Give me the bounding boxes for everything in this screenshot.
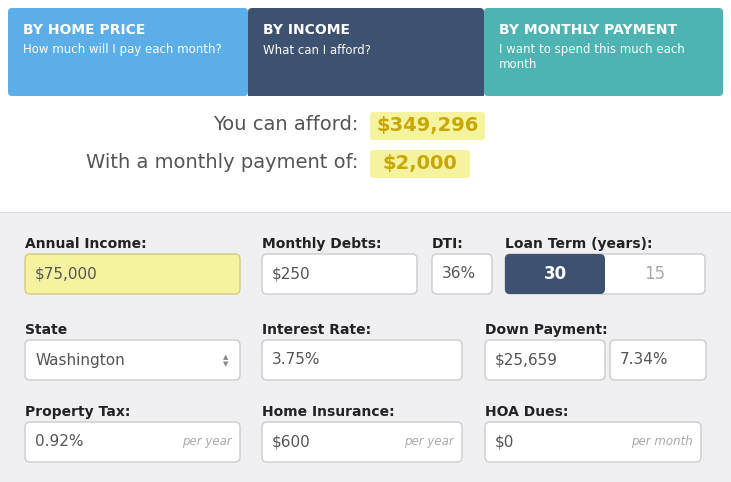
Text: BY MONTHLY PAYMENT: BY MONTHLY PAYMENT (499, 23, 677, 37)
FancyBboxPatch shape (262, 254, 417, 294)
Text: With a monthly payment of:: With a monthly payment of: (86, 153, 365, 173)
FancyBboxPatch shape (25, 254, 240, 294)
Text: State: State (25, 323, 67, 337)
Text: 30: 30 (543, 265, 567, 283)
Text: $349,296: $349,296 (376, 117, 479, 135)
FancyBboxPatch shape (485, 422, 701, 462)
Bar (0, 212, 731, 213)
Text: You can afford:: You can afford: (213, 116, 365, 134)
FancyBboxPatch shape (25, 422, 240, 462)
Text: I want to spend this much each: I want to spend this much each (499, 43, 685, 56)
Bar (248, 96, 484, 106)
Text: $600: $600 (272, 434, 311, 450)
Text: 7.34%: 7.34% (620, 352, 669, 367)
Text: 36%: 36% (442, 267, 476, 281)
Text: Interest Rate:: Interest Rate: (262, 323, 371, 337)
FancyBboxPatch shape (505, 254, 605, 294)
FancyBboxPatch shape (248, 8, 484, 106)
Text: $75,000: $75,000 (35, 267, 98, 281)
FancyBboxPatch shape (505, 254, 705, 294)
FancyBboxPatch shape (370, 150, 470, 178)
Text: 0.92%: 0.92% (35, 434, 83, 450)
FancyBboxPatch shape (370, 112, 485, 140)
Text: $250: $250 (272, 267, 311, 281)
FancyBboxPatch shape (25, 340, 240, 380)
Text: HOA Dues:: HOA Dues: (485, 405, 569, 419)
FancyBboxPatch shape (8, 8, 248, 96)
Text: Down Payment:: Down Payment: (485, 323, 607, 337)
Text: How much will I pay each month?: How much will I pay each month? (23, 43, 221, 56)
FancyBboxPatch shape (432, 254, 492, 294)
Text: Monthly Debts:: Monthly Debts: (262, 237, 382, 251)
Text: per year: per year (182, 436, 232, 448)
Text: DTI:: DTI: (432, 237, 463, 251)
FancyBboxPatch shape (484, 8, 723, 96)
Text: $0: $0 (495, 434, 515, 450)
Text: per month: per month (632, 436, 693, 448)
Text: per year: per year (404, 436, 454, 448)
Text: Property Tax:: Property Tax: (25, 405, 130, 419)
Text: BY INCOME: BY INCOME (263, 23, 350, 37)
Text: ▼: ▼ (223, 361, 229, 367)
FancyBboxPatch shape (610, 340, 706, 380)
Text: 15: 15 (645, 265, 665, 283)
Text: Washington: Washington (35, 352, 125, 367)
Text: 3.75%: 3.75% (272, 352, 320, 367)
Text: Loan Term (years):: Loan Term (years): (505, 237, 653, 251)
FancyBboxPatch shape (262, 340, 462, 380)
Text: Home Insurance:: Home Insurance: (262, 405, 395, 419)
Text: $25,659: $25,659 (495, 352, 558, 367)
FancyBboxPatch shape (262, 422, 462, 462)
Bar (0, 212, 731, 482)
Text: month: month (499, 58, 537, 71)
Text: ▲: ▲ (223, 354, 229, 360)
Text: BY HOME PRICE: BY HOME PRICE (23, 23, 145, 37)
FancyBboxPatch shape (485, 340, 605, 380)
Text: $2,000: $2,000 (382, 155, 458, 174)
Text: Annual Income:: Annual Income: (25, 237, 147, 251)
Text: What can I afford?: What can I afford? (263, 43, 371, 56)
